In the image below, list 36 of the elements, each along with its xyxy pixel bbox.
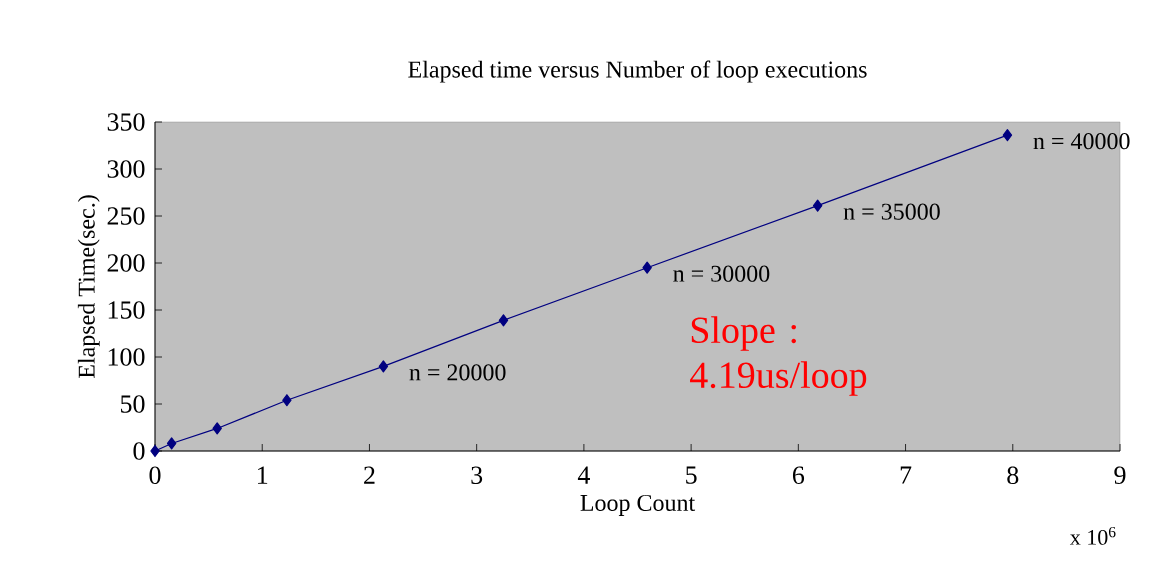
x-tick-label: 4 bbox=[577, 466, 590, 484]
point bbox=[378, 360, 389, 373]
point bbox=[1002, 129, 1013, 142]
point bbox=[166, 437, 177, 450]
x-tick-label: 1 bbox=[258, 466, 268, 484]
y-axis-title: Elapsed Time(sec.) bbox=[77, 195, 100, 379]
point bbox=[812, 199, 823, 212]
x-tick-label: 9 bbox=[1114, 466, 1126, 484]
y-tick-label: 200 bbox=[107, 254, 145, 272]
x-tick-label: 2 bbox=[364, 466, 375, 484]
x-tick-label: 7 bbox=[900, 466, 912, 484]
y-tick-label: 350 bbox=[107, 113, 145, 131]
x-axis-title: Loop Count bbox=[580, 494, 696, 516]
annotation: n = 35000 bbox=[843, 203, 940, 220]
text: x 10$^{6}$ bbox=[1069, 526, 1116, 545]
annotation: Slope : 4.19us/loop bbox=[690, 316, 867, 396]
point bbox=[498, 314, 509, 327]
annotation: n = 20000 bbox=[409, 364, 506, 381]
y-tick-label: 250 bbox=[107, 207, 145, 225]
point bbox=[642, 261, 652, 274]
annotation: n = 30000 bbox=[673, 265, 770, 282]
chart-title: Elapsed time versus Number of loop executions bbox=[408, 60, 867, 83]
y-tick-label: 0 bbox=[133, 442, 145, 460]
y-tick-label: 300 bbox=[107, 160, 145, 178]
point bbox=[282, 394, 292, 407]
x-tick-label: 6 bbox=[792, 466, 805, 484]
point bbox=[212, 422, 222, 435]
annotation: n = 40000 bbox=[1033, 133, 1130, 150]
x-tick-label: 0 bbox=[149, 466, 161, 485]
y-tick-label: 50 bbox=[121, 395, 145, 413]
x-tick-label: 5 bbox=[686, 466, 697, 484]
x-tick-label: 8 bbox=[1007, 466, 1019, 485]
x-tick-label: 3 bbox=[471, 466, 483, 484]
y-tick-label: 100 bbox=[108, 348, 145, 366]
point bbox=[150, 444, 160, 458]
y-tick-label: 150 bbox=[108, 301, 145, 319]
